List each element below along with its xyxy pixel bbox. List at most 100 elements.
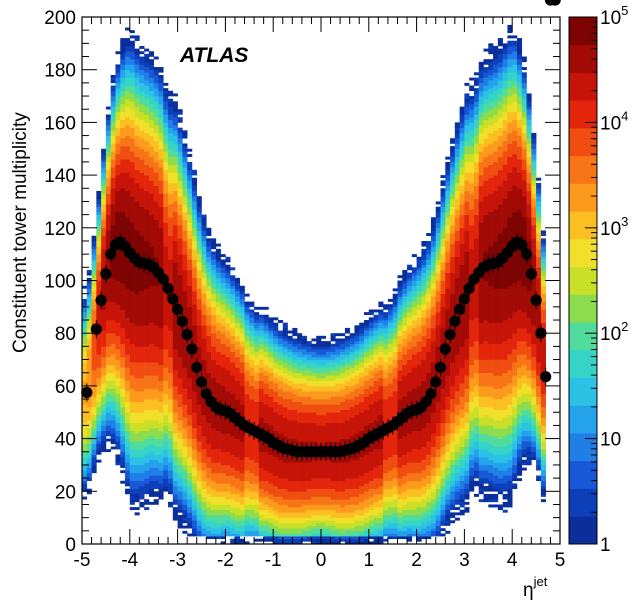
heatmap-cell bbox=[378, 346, 384, 352]
heatmap-cell bbox=[512, 464, 518, 474]
heatmap-cell bbox=[91, 309, 97, 323]
heatmap-cell bbox=[416, 536, 422, 542]
heatmap-cell bbox=[125, 172, 131, 192]
x-axis-title-superscript: jet bbox=[533, 574, 548, 589]
heatmap-cell bbox=[168, 449, 174, 458]
heatmap-cell bbox=[139, 472, 145, 482]
heatmap-cell bbox=[340, 333, 346, 337]
heatmap-cell bbox=[473, 106, 480, 115]
heatmap-cell bbox=[282, 349, 288, 355]
heatmap-cell bbox=[311, 536, 317, 540]
heatmap-cell bbox=[531, 206, 537, 218]
heatmap-cell bbox=[349, 522, 355, 529]
heatmap-cell bbox=[540, 230, 546, 234]
heatmap-cell bbox=[402, 520, 408, 526]
heatmap-cell bbox=[115, 349, 121, 360]
heatmap-cell bbox=[297, 356, 303, 360]
heatmap-cell bbox=[368, 317, 374, 321]
heatmap-cell bbox=[507, 190, 513, 218]
heatmap-cell bbox=[139, 486, 145, 500]
heatmap-cell bbox=[201, 515, 207, 524]
heatmap-cell bbox=[536, 385, 542, 397]
heatmap-cell bbox=[483, 396, 489, 408]
heatmap-cell bbox=[244, 393, 250, 426]
heatmap-cell bbox=[129, 161, 135, 179]
heatmap-cell bbox=[153, 201, 159, 221]
heatmap-cell bbox=[521, 364, 527, 376]
heatmap-cell bbox=[191, 325, 198, 392]
heatmap-cell bbox=[206, 267, 212, 273]
heatmap-cell bbox=[153, 480, 159, 489]
heatmap-cell bbox=[411, 462, 417, 474]
heatmap-cell bbox=[493, 90, 499, 99]
heatmap-cell bbox=[287, 399, 293, 410]
heatmap-cell bbox=[82, 470, 88, 476]
heatmap-cell bbox=[187, 238, 193, 250]
heatmap-cell bbox=[512, 417, 518, 426]
heatmap-cell bbox=[287, 533, 293, 537]
heatmap-cell bbox=[349, 359, 355, 366]
heatmap-cell bbox=[110, 343, 116, 355]
profile-point bbox=[172, 303, 184, 316]
heatmap-cell bbox=[516, 96, 523, 105]
heatmap-cell bbox=[435, 272, 441, 281]
heatmap-cell bbox=[440, 327, 446, 389]
heatmap-cell bbox=[364, 349, 370, 352]
heatmap-cell bbox=[153, 125, 159, 134]
heatmap-cell bbox=[115, 154, 121, 165]
heatmap-cell bbox=[488, 443, 494, 453]
heatmap-cell bbox=[301, 538, 307, 542]
heatmap-cell bbox=[144, 499, 150, 505]
heatmap-cell bbox=[177, 464, 183, 474]
heatmap-cell bbox=[507, 24, 513, 34]
heatmap-cell bbox=[421, 536, 427, 540]
heatmap-cell bbox=[383, 343, 389, 350]
heatmap-cell bbox=[536, 248, 542, 258]
heatmap-cell bbox=[421, 248, 427, 252]
heatmap-cell bbox=[230, 528, 236, 534]
heatmap-cell bbox=[82, 451, 88, 458]
heatmap-cell bbox=[516, 82, 523, 89]
heatmap-cell bbox=[297, 383, 303, 389]
heatmap-cell bbox=[129, 412, 135, 424]
heatmap-cell bbox=[349, 335, 355, 339]
heatmap-cell bbox=[316, 391, 322, 400]
heatmap-cell bbox=[421, 470, 427, 479]
heatmap-cell bbox=[91, 449, 97, 455]
heatmap-cell bbox=[110, 388, 116, 397]
heatmap-cell bbox=[86, 349, 92, 408]
heatmap-cell bbox=[201, 462, 207, 471]
heatmap-cell bbox=[459, 480, 465, 489]
heatmap-cell bbox=[215, 322, 221, 331]
heatmap-cell bbox=[330, 375, 336, 381]
heatmap-cell bbox=[258, 372, 264, 381]
heatmap-cell bbox=[153, 56, 159, 60]
heatmap-cell bbox=[411, 488, 417, 497]
heatmap-cell bbox=[282, 338, 288, 342]
heatmap-cell bbox=[378, 309, 384, 313]
heatmap-cell bbox=[182, 230, 188, 242]
heatmap-cell bbox=[354, 515, 360, 521]
heatmap-cell bbox=[540, 246, 546, 252]
heatmap-cell bbox=[134, 493, 140, 503]
heatmap-cell bbox=[139, 464, 145, 474]
heatmap-cell bbox=[349, 517, 355, 524]
heatmap-cell bbox=[86, 288, 92, 294]
heatmap-cell bbox=[493, 388, 499, 400]
heatmap-cell bbox=[450, 193, 456, 200]
heatmap-cell bbox=[139, 90, 145, 97]
heatmap-cell bbox=[230, 298, 236, 305]
heatmap-cell bbox=[459, 501, 465, 508]
heatmap-cell bbox=[531, 254, 537, 326]
heatmap-cell bbox=[316, 378, 322, 381]
heatmap-cell bbox=[115, 175, 121, 192]
heatmap-cell bbox=[402, 536, 408, 540]
heatmap-cell bbox=[163, 457, 169, 466]
heatmap-cell bbox=[483, 103, 489, 113]
heatmap-cell bbox=[526, 430, 532, 437]
heatmap-cell bbox=[359, 335, 365, 342]
heatmap-cell bbox=[96, 459, 102, 463]
heatmap-cell bbox=[306, 404, 312, 413]
heatmap-cell bbox=[416, 309, 422, 318]
heatmap-cell bbox=[244, 320, 250, 326]
